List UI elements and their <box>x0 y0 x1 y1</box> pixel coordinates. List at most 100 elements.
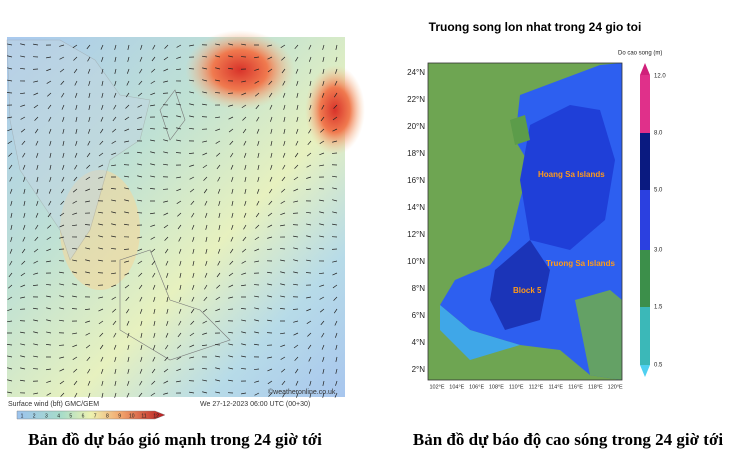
wind-arrow <box>296 80 299 86</box>
wind-arrow <box>335 332 338 338</box>
wind-arrow <box>294 152 299 158</box>
wind-arrow <box>176 176 182 179</box>
wind-arrow <box>139 296 143 302</box>
wind-arrow <box>270 164 273 170</box>
wind-arrow <box>218 200 221 206</box>
wind-arrow <box>127 368 130 374</box>
wind-arrow <box>306 235 312 238</box>
wind-arrow <box>166 308 169 314</box>
wind-arrow <box>150 104 156 107</box>
wind-arrow <box>192 284 195 290</box>
wind-arrow <box>244 164 247 170</box>
wind-arrow <box>322 56 325 62</box>
wind-arrow <box>140 332 143 338</box>
wind-arrow <box>150 236 156 240</box>
wind-arrow <box>256 188 260 194</box>
wind-arrow <box>254 80 260 84</box>
wind-arrow <box>281 368 286 373</box>
wind-arrow <box>178 248 182 254</box>
wind-arrow <box>215 308 221 312</box>
wind-arrow <box>215 43 221 46</box>
wind-arrow <box>189 391 195 394</box>
wind-arrow <box>163 80 169 83</box>
wind-arrow <box>228 67 234 70</box>
wind-arrow <box>163 224 169 229</box>
wind-arrow <box>334 392 338 398</box>
wind-arrow <box>85 200 91 203</box>
wind-arrow <box>231 200 234 206</box>
wind-arrow <box>164 236 169 241</box>
wind-arrow <box>308 128 312 134</box>
wind-arrow <box>241 319 247 322</box>
wind-arrow <box>333 308 338 314</box>
wind-arrow <box>308 44 312 50</box>
wind-arrow <box>71 308 78 310</box>
wind-arrow <box>309 56 312 62</box>
wind-legend-title: Surface wind (bft) GMC/GEM <box>8 401 99 408</box>
wind-arrow <box>137 163 143 166</box>
wave-map <box>427 62 623 381</box>
wind-arrow <box>88 80 91 86</box>
wind-arrow <box>241 355 247 358</box>
wind-arrow <box>101 56 104 62</box>
wind-arrow <box>231 176 234 182</box>
wind-arrow <box>48 188 52 194</box>
wind-arrow <box>60 392 65 397</box>
wind-arrow <box>126 80 130 86</box>
wind-arrow <box>112 320 117 326</box>
wind-arrow <box>335 344 338 350</box>
wind-arrow <box>335 380 338 386</box>
wind-arrow <box>114 356 117 362</box>
wind-arrow <box>151 368 156 374</box>
wind-arrow <box>295 140 299 146</box>
wind-arrow <box>254 380 260 383</box>
wind-arrow <box>75 128 78 134</box>
wind-arrow <box>111 284 117 288</box>
wind-arrow <box>72 356 78 360</box>
wind-arrow <box>244 200 247 206</box>
wind-arrow <box>137 104 143 108</box>
wind-arrow <box>332 260 338 263</box>
wind-arrow <box>98 247 104 250</box>
wind-arrow <box>244 188 247 194</box>
wind-arrow <box>241 331 247 334</box>
wind-arrow <box>293 188 299 192</box>
wind-arrow <box>150 92 156 96</box>
wind-arrow <box>296 392 299 398</box>
wind-arrow <box>217 176 221 182</box>
wind-arrow <box>72 44 78 49</box>
wind-arrow <box>61 176 65 182</box>
wind-arrow <box>240 368 247 370</box>
wind-arrow <box>74 80 78 86</box>
wind-arrow <box>126 320 130 326</box>
wind-arrow <box>228 116 234 120</box>
wind-scale-label: 9 <box>118 413 121 419</box>
wind-arrow <box>152 356 156 362</box>
wind-arrow <box>21 248 26 254</box>
wind-arrow <box>282 392 286 398</box>
wind-arrow <box>151 68 156 73</box>
wind-arrow <box>9 176 13 182</box>
wind-arrow <box>308 356 312 362</box>
wind-arrow <box>322 368 325 374</box>
wind-arrow <box>111 272 117 275</box>
wind-arrow <box>308 116 312 122</box>
wind-arrow <box>228 296 234 299</box>
wind-arrow <box>139 68 143 74</box>
wind-scale-label: 5 <box>69 413 72 419</box>
wind-arrow <box>334 80 338 86</box>
wind-arrow <box>306 296 312 299</box>
wind-arrow <box>111 296 117 300</box>
wind-arrow <box>176 127 182 130</box>
wind-arrow <box>98 223 104 226</box>
wind-arrow <box>228 284 234 288</box>
wind-arrow <box>111 235 117 238</box>
wind-arrow <box>72 259 78 262</box>
wind-arrow <box>191 212 195 218</box>
wind-arrow <box>293 344 299 349</box>
wind-arrow <box>137 116 143 119</box>
wind-scale-label: 10 <box>129 413 135 419</box>
wind-arrow <box>242 128 247 134</box>
wind-arrow <box>149 188 156 190</box>
wind-arrow <box>179 296 182 302</box>
